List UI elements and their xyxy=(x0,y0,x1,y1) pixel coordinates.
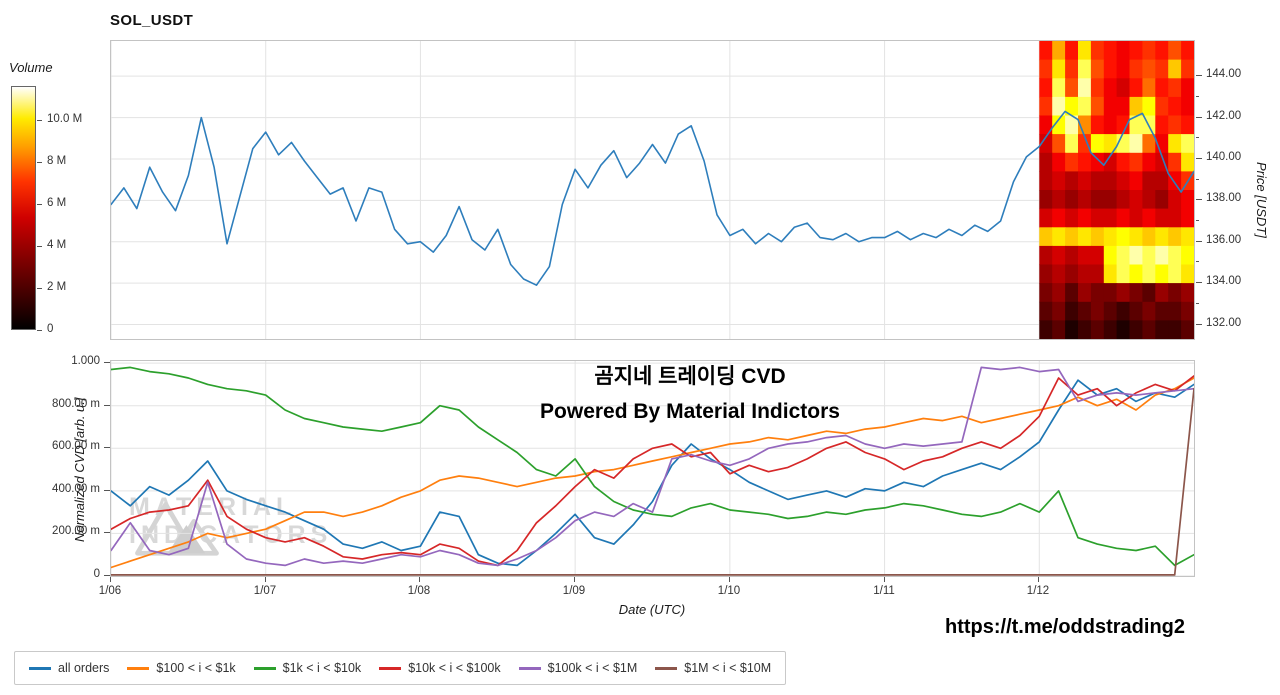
legend-item-4: $100k < i < $1M xyxy=(518,661,638,675)
price-tick-label: 136.00 xyxy=(1206,234,1242,246)
legend-item-3: $10k < i < $100k xyxy=(379,661,501,675)
price-tick-mark xyxy=(1196,117,1202,118)
volume-tick-label: 4 M xyxy=(47,239,67,251)
price-tick-label: 144.00 xyxy=(1206,68,1242,80)
cvd-chart xyxy=(111,361,1194,576)
volume-tick-mark xyxy=(37,204,42,205)
price-minor-tick-mark xyxy=(1196,96,1199,97)
price-axis-label: Price [USDT] xyxy=(1254,162,1269,238)
legend-label: all orders xyxy=(58,661,110,675)
legend-line-swatch xyxy=(655,666,678,670)
telegram-url: https://t.me/oddstrading2 xyxy=(945,616,1185,638)
legend-label: $100k < i < $1M xyxy=(547,661,638,675)
legend-line-swatch xyxy=(127,666,150,670)
date-tick-mark xyxy=(265,577,266,582)
volume-tick-mark xyxy=(37,330,42,331)
date-tick-label: 1/07 xyxy=(253,585,277,597)
volume-tick-mark xyxy=(37,246,42,247)
cvd-tick-label: 200.00 m xyxy=(52,525,100,537)
price-minor-tick-mark xyxy=(1196,303,1199,304)
volume-colorbar-label: Volume xyxy=(9,60,53,75)
volume-tick-mark xyxy=(37,162,42,163)
legend-item-2: $1k < i < $10k xyxy=(253,661,362,675)
legend-line-swatch xyxy=(518,666,541,670)
volume-tick-label: 0 xyxy=(47,323,54,335)
cvd-tick-mark xyxy=(104,405,110,406)
price-tick-label: 134.00 xyxy=(1206,275,1242,287)
legend-label: $100 < i < $1k xyxy=(156,661,236,675)
price-plot xyxy=(110,40,1195,340)
date-tick-label: 1/08 xyxy=(407,585,431,597)
volume-tick-label: 8 M xyxy=(47,155,67,167)
date-tick-label: 1/11 xyxy=(873,585,895,597)
cvd-tick-mark xyxy=(104,490,110,491)
price-tick-mark xyxy=(1196,324,1202,325)
volume-tick-label: 10.0 M xyxy=(47,113,83,125)
date-tick-mark xyxy=(574,577,575,582)
legend-item-1: $100 < i < $1k xyxy=(127,661,236,675)
volume-tick-label: 6 M xyxy=(47,197,67,209)
date-tick-label: 1/06 xyxy=(98,585,122,597)
price-tick-label: 138.00 xyxy=(1206,192,1242,204)
price-tick-mark xyxy=(1196,75,1202,76)
price-tick-label: 142.00 xyxy=(1206,110,1242,122)
price-tick-mark xyxy=(1196,158,1202,159)
legend-label: $10k < i < $100k xyxy=(408,661,501,675)
price-tick-mark xyxy=(1196,199,1202,200)
price-minor-tick-mark xyxy=(1196,220,1199,221)
cvd-tick-label: 600.00 m xyxy=(52,440,100,452)
cvd-tick-label: 400.00 m xyxy=(52,483,100,495)
price-minor-tick-mark xyxy=(1196,137,1199,138)
overlay-caption-line1: 곰지네 트레이딩 CVD xyxy=(594,365,786,388)
x-axis-label: Date (UTC) xyxy=(618,602,686,617)
price-tick-mark xyxy=(1196,241,1202,242)
date-tick-label: 1/12 xyxy=(1026,585,1050,597)
volume-colorbar xyxy=(11,86,36,330)
legend-item-0: all orders xyxy=(29,661,109,675)
cvd-tick-mark xyxy=(104,575,110,576)
price-chart xyxy=(111,41,1194,339)
cvd-tick-label: 0 xyxy=(93,568,100,580)
legend-line-swatch xyxy=(253,666,276,670)
cvd-tick-mark xyxy=(104,447,110,448)
legend: all orders $100 < i < $1k $1k < i < $10k $1… xyxy=(14,651,787,685)
legend-line-swatch xyxy=(379,666,402,670)
price-minor-tick-mark xyxy=(1196,179,1199,180)
legend-item-5: $1M < i < $10M xyxy=(655,661,771,675)
price-minor-tick-mark xyxy=(1196,261,1199,262)
overlay-caption: 곰지네 트레이딩 CVD Powered By Material Indicto… xyxy=(380,360,1000,429)
date-tick-mark xyxy=(884,577,885,582)
date-tick-mark xyxy=(110,577,111,582)
cvd-plot: MATERIAL INDICATORS xyxy=(110,360,1195,577)
legend-label: $1M < i < $10M xyxy=(684,661,772,675)
legend-label: $1k < i < $10k xyxy=(282,661,362,675)
cvd-tick-label: 800.00 m xyxy=(52,398,100,410)
overlay-caption-line2: Powered By Material Indictors xyxy=(540,399,840,423)
volume-tick-mark xyxy=(37,288,42,289)
date-tick-mark xyxy=(419,577,420,582)
price-tick-label: 132.00 xyxy=(1206,317,1242,329)
legend-line-swatch xyxy=(29,666,51,670)
date-tick-mark xyxy=(729,577,730,582)
date-tick-label: 1/09 xyxy=(562,585,586,597)
cvd-tick-mark xyxy=(104,532,110,533)
date-tick-label: 1/10 xyxy=(717,585,741,597)
price-tick-mark xyxy=(1196,282,1202,283)
price-tick-label: 140.00 xyxy=(1206,151,1242,163)
cvd-tick-label: 1.000 xyxy=(71,355,100,367)
date-tick-mark xyxy=(1038,577,1039,582)
chart-title: SOL_USDT xyxy=(110,12,194,29)
volume-tick-mark xyxy=(37,120,42,121)
cvd-tick-mark xyxy=(104,362,110,363)
volume-tick-label: 2 M xyxy=(47,281,67,293)
